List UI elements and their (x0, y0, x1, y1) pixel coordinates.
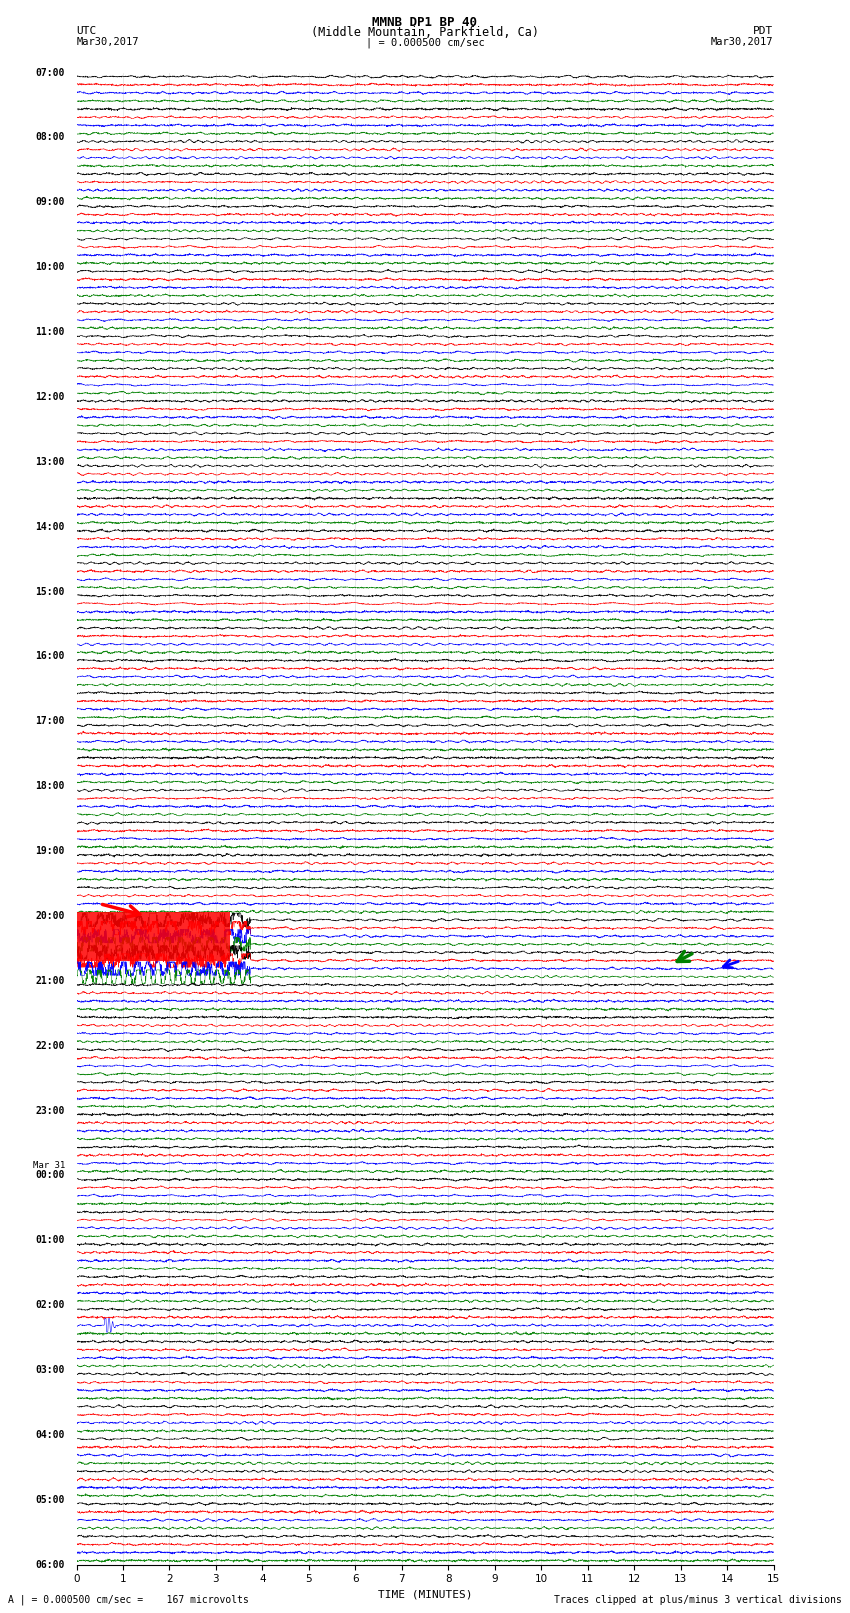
Text: 22:00: 22:00 (36, 1040, 65, 1050)
Text: 19:00: 19:00 (36, 847, 65, 857)
Text: Mar 31: Mar 31 (32, 1161, 65, 1169)
Text: 14:00: 14:00 (36, 521, 65, 532)
Text: | = 0.000500 cm/sec: | = 0.000500 cm/sec (366, 37, 484, 48)
Text: 10:00: 10:00 (36, 263, 65, 273)
Text: 12:00: 12:00 (36, 392, 65, 402)
Text: 00:00: 00:00 (36, 1171, 65, 1181)
Text: 07:00: 07:00 (36, 68, 65, 77)
Text: UTC: UTC (76, 26, 97, 35)
Text: 23:00: 23:00 (36, 1105, 65, 1116)
Bar (76, 911, 230, 960)
Text: 16:00: 16:00 (36, 652, 65, 661)
Text: A | = 0.000500 cm/sec =    167 microvolts: A | = 0.000500 cm/sec = 167 microvolts (8, 1594, 249, 1605)
Text: 13:00: 13:00 (36, 456, 65, 466)
Text: 01:00: 01:00 (36, 1236, 65, 1245)
Text: Mar30,2017: Mar30,2017 (76, 37, 139, 47)
Text: 20:00: 20:00 (36, 911, 65, 921)
Text: MMNB DP1 BP 40: MMNB DP1 BP 40 (372, 16, 478, 29)
Text: Mar30,2017: Mar30,2017 (711, 37, 774, 47)
Text: Traces clipped at plus/minus 3 vertical divisions: Traces clipped at plus/minus 3 vertical … (553, 1595, 842, 1605)
X-axis label: TIME (MINUTES): TIME (MINUTES) (377, 1590, 473, 1600)
Text: 21:00: 21:00 (36, 976, 65, 986)
Text: 06:00: 06:00 (36, 1560, 65, 1569)
Text: 04:00: 04:00 (36, 1429, 65, 1440)
Text: 02:00: 02:00 (36, 1300, 65, 1310)
Text: (Middle Mountain, Parkfield, Ca): (Middle Mountain, Parkfield, Ca) (311, 26, 539, 39)
Text: 17:00: 17:00 (36, 716, 65, 726)
Text: PDT: PDT (753, 26, 774, 35)
Text: 11:00: 11:00 (36, 327, 65, 337)
Text: 03:00: 03:00 (36, 1365, 65, 1374)
Text: 15:00: 15:00 (36, 587, 65, 597)
Text: 18:00: 18:00 (36, 781, 65, 790)
Text: 05:00: 05:00 (36, 1495, 65, 1505)
Text: 08:00: 08:00 (36, 132, 65, 142)
Text: 09:00: 09:00 (36, 197, 65, 208)
